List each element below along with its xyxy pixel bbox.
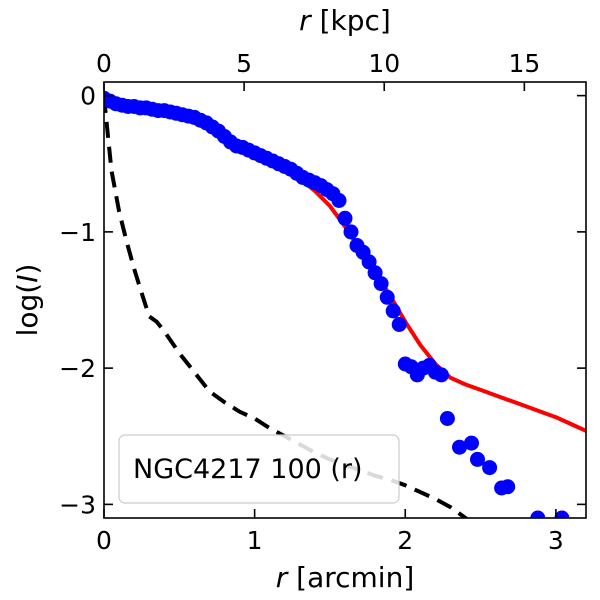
data-point xyxy=(391,317,407,332)
data-point xyxy=(385,303,401,319)
x-axis-title: r [arcmin] xyxy=(276,561,415,594)
data-point xyxy=(439,411,455,426)
data-point xyxy=(452,439,467,455)
x-tick-label: 3 xyxy=(548,526,564,555)
y-tick-label: −1 xyxy=(59,218,96,247)
data-point xyxy=(433,367,449,383)
series-line-model-fit xyxy=(104,99,586,433)
y-tick-label: −2 xyxy=(59,354,96,383)
data-point xyxy=(337,210,353,226)
x-tick-label: 0 xyxy=(96,526,112,555)
top-x-tick-label: 10 xyxy=(368,49,400,78)
data-point xyxy=(470,451,485,467)
plot-frame xyxy=(103,81,587,519)
data-point xyxy=(554,510,570,518)
x-tick-label: 1 xyxy=(247,526,263,555)
data-point xyxy=(464,435,479,451)
data-point xyxy=(482,460,498,476)
x-tick-label: 2 xyxy=(397,526,413,555)
data-point xyxy=(373,276,389,292)
data-point xyxy=(530,510,546,518)
top-x-tick-label: 0 xyxy=(96,49,112,78)
legend-label: NGC4217 100 (r) xyxy=(133,454,363,485)
data-point xyxy=(331,193,347,208)
data-point xyxy=(500,479,516,495)
legend-box xyxy=(118,434,400,504)
y-tick-label: 0 xyxy=(80,82,96,111)
top-x-axis-title: r [kpc] xyxy=(299,4,391,37)
series-line-psf-profile xyxy=(104,96,469,518)
data-point xyxy=(343,224,359,240)
legend: NGC4217 100 (r) xyxy=(118,434,400,504)
top-x-tick-label: 15 xyxy=(508,49,540,78)
data-point xyxy=(379,289,395,305)
y-axis-title: log(I) xyxy=(11,264,44,337)
series-layer xyxy=(104,90,586,518)
top-x-tick-label: 5 xyxy=(236,49,252,78)
y-tick-label: −3 xyxy=(59,490,96,519)
axes-layer: 0 1 2 3 0 5 10 15 0 −1 −2 −3 xyxy=(59,49,587,555)
